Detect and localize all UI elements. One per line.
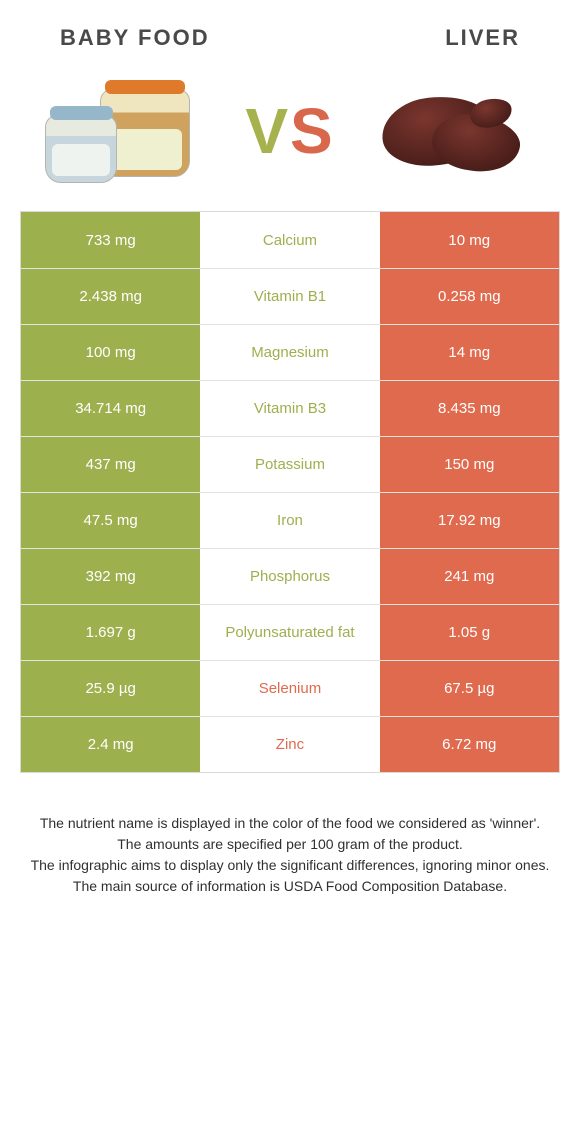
- nutrient-label: Phosphorus: [200, 549, 379, 604]
- value-right: 17.92 mg: [380, 493, 559, 548]
- table-row: 2.438 mgVitamin B10.258 mg: [21, 268, 559, 324]
- food-right-title: Liver: [445, 25, 520, 51]
- hero-row: VS: [0, 61, 580, 211]
- table-row: 25.9 µgSelenium67.5 µg: [21, 660, 559, 716]
- footnote-line: The main source of information is USDA F…: [30, 876, 550, 897]
- value-left: 2.438 mg: [21, 269, 200, 324]
- table-row: 437 mgPotassium150 mg: [21, 436, 559, 492]
- value-left: 47.5 mg: [21, 493, 200, 548]
- nutrient-label: Potassium: [200, 437, 379, 492]
- value-left: 2.4 mg: [21, 717, 200, 772]
- value-left: 100 mg: [21, 325, 200, 380]
- value-left: 733 mg: [21, 212, 200, 268]
- footnote-line: The nutrient name is displayed in the co…: [30, 813, 550, 834]
- table-row: 34.714 mgVitamin B38.435 mg: [21, 380, 559, 436]
- value-right: 1.05 g: [380, 605, 559, 660]
- table-row: 392 mgPhosphorus241 mg: [21, 548, 559, 604]
- value-right: 6.72 mg: [380, 717, 559, 772]
- table-row: 733 mgCalcium10 mg: [21, 212, 559, 268]
- value-right: 150 mg: [380, 437, 559, 492]
- value-right: 0.258 mg: [380, 269, 559, 324]
- header: Baby food Liver: [0, 0, 580, 61]
- value-right: 14 mg: [380, 325, 559, 380]
- nutrient-label: Iron: [200, 493, 379, 548]
- footnotes: The nutrient name is displayed in the co…: [30, 813, 550, 897]
- footnote-line: The amounts are specified per 100 gram o…: [30, 834, 550, 855]
- value-right: 10 mg: [380, 212, 559, 268]
- value-left: 25.9 µg: [21, 661, 200, 716]
- comparison-table: 733 mgCalcium10 mg2.438 mgVitamin B10.25…: [20, 211, 560, 773]
- nutrient-label: Vitamin B3: [200, 381, 379, 436]
- nutrient-label: Polyunsaturated fat: [200, 605, 379, 660]
- value-left: 392 mg: [21, 549, 200, 604]
- vs-s: S: [290, 95, 335, 167]
- nutrient-label: Vitamin B1: [200, 269, 379, 324]
- table-row: 100 mgMagnesium14 mg: [21, 324, 559, 380]
- baby-food-image: [40, 71, 210, 191]
- table-row: 1.697 gPolyunsaturated fat1.05 g: [21, 604, 559, 660]
- nutrient-label: Zinc: [200, 717, 379, 772]
- table-row: 2.4 mgZinc6.72 mg: [21, 716, 559, 772]
- value-right: 8.435 mg: [380, 381, 559, 436]
- nutrient-label: Selenium: [200, 661, 379, 716]
- food-left-title: Baby food: [60, 25, 210, 51]
- nutrient-label: Calcium: [200, 212, 379, 268]
- vs-v: V: [245, 95, 290, 167]
- value-right: 241 mg: [380, 549, 559, 604]
- liver-image: [370, 71, 540, 191]
- table-row: 47.5 mgIron17.92 mg: [21, 492, 559, 548]
- value-left: 1.697 g: [21, 605, 200, 660]
- vs-label: VS: [245, 94, 334, 168]
- value-right: 67.5 µg: [380, 661, 559, 716]
- value-left: 437 mg: [21, 437, 200, 492]
- value-left: 34.714 mg: [21, 381, 200, 436]
- footnote-line: The infographic aims to display only the…: [30, 855, 550, 876]
- nutrient-label: Magnesium: [200, 325, 379, 380]
